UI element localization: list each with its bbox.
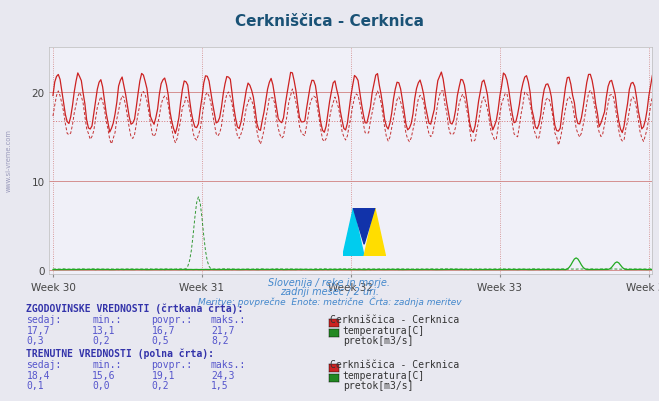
Text: Cerkniščica - Cerknica: Cerkniščica - Cerknica: [235, 14, 424, 29]
Polygon shape: [353, 209, 375, 245]
Text: 21,7: 21,7: [211, 325, 235, 335]
Text: 0,5: 0,5: [152, 336, 169, 346]
Text: 13,1: 13,1: [92, 325, 116, 335]
Text: Meritve: povprečne  Enote: metrične  Črta: zadnja meritev: Meritve: povprečne Enote: metrične Črta:…: [198, 296, 461, 306]
Text: 0,2: 0,2: [92, 336, 110, 346]
Text: Cerkniščica - Cerknica: Cerkniščica - Cerknica: [330, 314, 459, 324]
Text: pretok[m3/s]: pretok[m3/s]: [343, 381, 413, 391]
Text: 17,7: 17,7: [26, 325, 50, 335]
Text: sedaj:: sedaj:: [26, 359, 61, 369]
Text: temperatura[C]: temperatura[C]: [343, 325, 425, 335]
Text: 1,5: 1,5: [211, 381, 229, 391]
Text: min.:: min.:: [92, 359, 122, 369]
Text: TRENUTNE VREDNOSTI (polna črta):: TRENUTNE VREDNOSTI (polna črta):: [26, 348, 214, 358]
Text: Cerkniščica - Cerknica: Cerkniščica - Cerknica: [330, 359, 459, 369]
Text: temperatura[C]: temperatura[C]: [343, 370, 425, 380]
Text: ZGODOVINSKE VREDNOSTI (črtkana črta):: ZGODOVINSKE VREDNOSTI (črtkana črta):: [26, 303, 244, 313]
Text: maks.:: maks.:: [211, 359, 246, 369]
Text: www.si-vreme.com: www.si-vreme.com: [5, 129, 11, 192]
Text: 18,4: 18,4: [26, 370, 50, 380]
Text: zadnji mesec / 2 uri.: zadnji mesec / 2 uri.: [280, 287, 379, 297]
Polygon shape: [343, 209, 364, 257]
Text: min.:: min.:: [92, 314, 122, 324]
Text: 0,1: 0,1: [26, 381, 44, 391]
Text: maks.:: maks.:: [211, 314, 246, 324]
Text: 15,6: 15,6: [92, 370, 116, 380]
Text: 8,2: 8,2: [211, 336, 229, 346]
Text: pretok[m3/s]: pretok[m3/s]: [343, 336, 413, 346]
Text: povpr.:: povpr.:: [152, 314, 192, 324]
Polygon shape: [364, 209, 386, 257]
Text: 16,7: 16,7: [152, 325, 175, 335]
Text: sedaj:: sedaj:: [26, 314, 61, 324]
Text: 0,3: 0,3: [26, 336, 44, 346]
Text: Slovenija / reke in morje.: Slovenija / reke in morje.: [268, 277, 391, 288]
Text: 24,3: 24,3: [211, 370, 235, 380]
Text: 0,0: 0,0: [92, 381, 110, 391]
Text: povpr.:: povpr.:: [152, 359, 192, 369]
Text: 19,1: 19,1: [152, 370, 175, 380]
Text: 0,2: 0,2: [152, 381, 169, 391]
